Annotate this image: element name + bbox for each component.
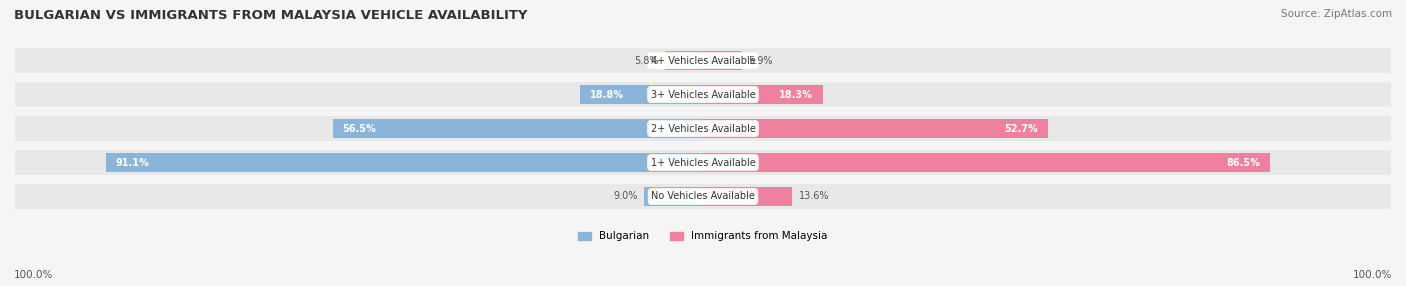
Bar — [703, 85, 823, 104]
Bar — [333, 119, 703, 138]
Text: 100.0%: 100.0% — [1353, 270, 1392, 280]
Text: 1+ Vehicles Available: 1+ Vehicles Available — [651, 158, 755, 168]
Bar — [703, 187, 792, 206]
Bar — [665, 51, 703, 70]
FancyBboxPatch shape — [15, 82, 1391, 107]
FancyBboxPatch shape — [15, 150, 1391, 175]
Text: 18.3%: 18.3% — [779, 90, 813, 100]
Text: 5.8%: 5.8% — [634, 55, 658, 65]
FancyBboxPatch shape — [15, 184, 1391, 209]
Bar — [105, 153, 703, 172]
Bar — [703, 51, 741, 70]
Text: 86.5%: 86.5% — [1226, 158, 1260, 168]
Text: 18.8%: 18.8% — [589, 90, 624, 100]
Legend: Bulgarian, Immigrants from Malaysia: Bulgarian, Immigrants from Malaysia — [574, 227, 832, 246]
FancyBboxPatch shape — [15, 116, 1391, 141]
Text: BULGARIAN VS IMMIGRANTS FROM MALAYSIA VEHICLE AVAILABILITY: BULGARIAN VS IMMIGRANTS FROM MALAYSIA VE… — [14, 9, 527, 21]
Text: 13.6%: 13.6% — [799, 191, 830, 201]
Text: No Vehicles Available: No Vehicles Available — [651, 191, 755, 201]
Text: 91.1%: 91.1% — [115, 158, 149, 168]
Bar — [579, 85, 703, 104]
Bar — [703, 119, 1049, 138]
Text: Source: ZipAtlas.com: Source: ZipAtlas.com — [1281, 9, 1392, 19]
Text: 5.9%: 5.9% — [748, 55, 773, 65]
FancyBboxPatch shape — [15, 48, 1391, 73]
Text: 56.5%: 56.5% — [343, 124, 377, 134]
Text: 100.0%: 100.0% — [14, 270, 53, 280]
Bar — [644, 187, 703, 206]
Text: 3+ Vehicles Available: 3+ Vehicles Available — [651, 90, 755, 100]
Bar — [703, 153, 1270, 172]
Text: 4+ Vehicles Available: 4+ Vehicles Available — [651, 55, 755, 65]
Text: 52.7%: 52.7% — [1005, 124, 1039, 134]
Text: 9.0%: 9.0% — [613, 191, 637, 201]
Text: 2+ Vehicles Available: 2+ Vehicles Available — [651, 124, 755, 134]
